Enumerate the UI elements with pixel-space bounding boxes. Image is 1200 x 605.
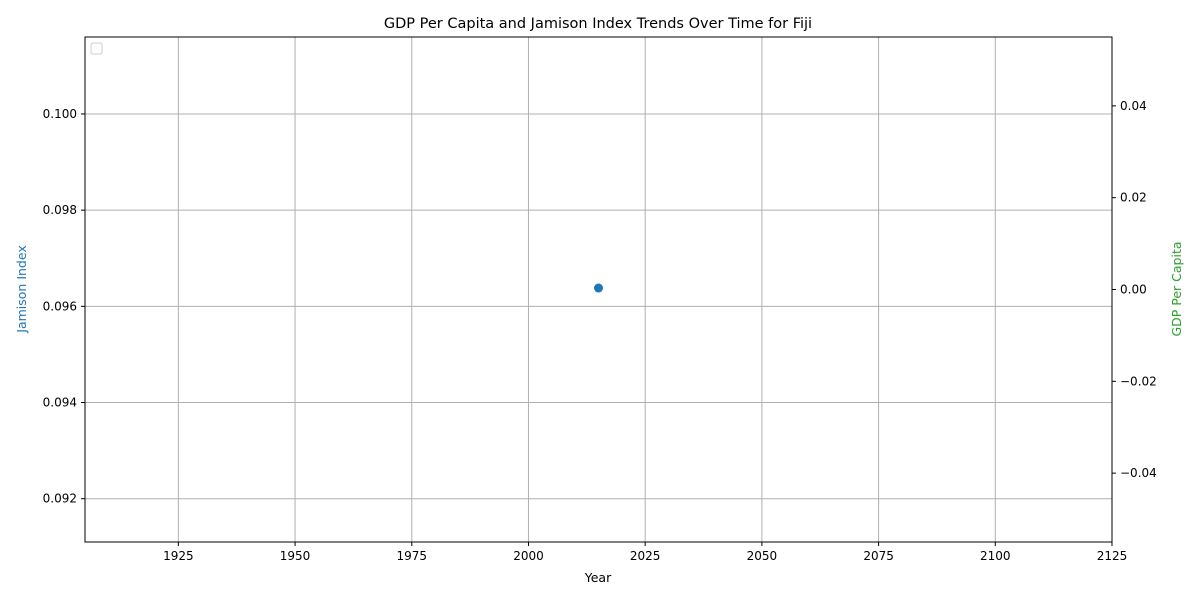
- data-points: [594, 283, 603, 293]
- right-y-tick-label: −0.02: [1120, 374, 1157, 388]
- left-y-tick-label: 0.098: [43, 203, 77, 217]
- x-tick-label: 1950: [280, 549, 311, 563]
- data-point: [594, 283, 603, 293]
- right-y-tick-label: 0.00: [1120, 283, 1147, 297]
- x-axis-ticks: 1925 1950 1975 2000 2025 2050 2075 2100 2125: [163, 542, 1127, 563]
- left-y-tick-label: 0.092: [43, 492, 77, 506]
- right-y-tick-label: 0.02: [1120, 191, 1147, 205]
- right-y-axis-label: GDP Per Capita: [1169, 241, 1184, 336]
- right-y-axis-ticks: −0.04 −0.02 0.00 0.02 0.04: [1112, 99, 1157, 480]
- x-tick-label: 2075: [863, 549, 894, 563]
- x-tick-label: 2050: [747, 549, 778, 563]
- grid-lines: [85, 37, 1113, 542]
- x-axis-label: Year: [584, 570, 612, 585]
- right-y-tick-label: 0.04: [1120, 99, 1147, 113]
- chart-title: GDP Per Capita and Jamison Index Trends …: [384, 16, 812, 32]
- left-y-tick-label: 0.100: [43, 107, 77, 121]
- left-y-axis-label: Jamison Index: [14, 245, 29, 333]
- left-y-axis-ticks: 0.092 0.094 0.096 0.098 0.100: [43, 107, 85, 506]
- x-tick-label: 2000: [513, 549, 544, 563]
- x-tick-label: 2100: [980, 549, 1011, 563]
- right-y-tick-label: −0.04: [1120, 466, 1157, 480]
- legend-box: [90, 42, 103, 55]
- x-tick-label: 2125: [1097, 549, 1128, 563]
- x-tick-label: 1925: [163, 549, 194, 563]
- x-tick-label: 2025: [630, 549, 661, 563]
- x-tick-label: 1975: [396, 549, 427, 563]
- left-y-tick-label: 0.094: [43, 396, 77, 410]
- left-y-tick-label: 0.096: [43, 299, 77, 313]
